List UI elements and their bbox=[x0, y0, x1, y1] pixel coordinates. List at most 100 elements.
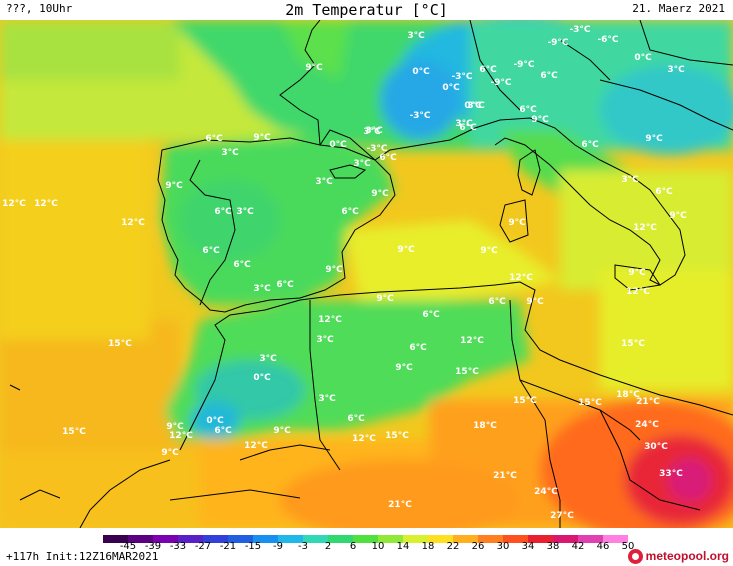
temperature-label: 3°C bbox=[259, 354, 277, 364]
scale-tick-label: 10 bbox=[371, 541, 385, 552]
scale-tick-label: 2 bbox=[324, 541, 332, 552]
temperature-label: 0°C bbox=[206, 416, 224, 426]
temperature-label: 9°C bbox=[376, 294, 394, 304]
temperature-label: -3°C bbox=[366, 144, 387, 154]
scale-swatch bbox=[453, 535, 479, 543]
temperature-label: 12°C bbox=[460, 336, 484, 346]
temperature-label: 6°C bbox=[205, 134, 223, 144]
temperature-label: 15°C bbox=[108, 339, 132, 349]
scale-swatch bbox=[303, 535, 329, 543]
temperature-label: 9°C bbox=[531, 115, 549, 125]
temperature-label: 9°C bbox=[165, 181, 183, 191]
temperature-label: 33°C bbox=[659, 469, 683, 479]
scale-tick-label: 26 bbox=[471, 541, 485, 552]
temperature-label: 6°C bbox=[422, 310, 440, 320]
temperature-label: 6°C bbox=[479, 65, 497, 75]
temperature-label: 3°C bbox=[315, 177, 333, 187]
color-scale-bar bbox=[103, 535, 629, 543]
temperature-label: 9°C bbox=[669, 211, 687, 221]
scale-tick-label: -45 bbox=[119, 541, 137, 552]
temperature-label: 3°C bbox=[221, 148, 239, 158]
scale-tick-label: 30 bbox=[496, 541, 510, 552]
temperature-labels: 3°C-3°C-9°C -6°C0°C3°C9°C 0°C -3°C6°C -9°C6°… bbox=[2, 25, 687, 521]
valid-date: 21. Maerz 2021 bbox=[632, 2, 725, 15]
map-title: 2m Temperatur [°C] bbox=[285, 1, 448, 19]
temperature-label: 0°C bbox=[442, 83, 460, 93]
temperature-label: 12°C bbox=[121, 218, 145, 228]
temperature-label: 6°C bbox=[214, 207, 232, 217]
scale-swatch bbox=[378, 535, 404, 543]
temperature-label: 24°C bbox=[635, 420, 659, 430]
temperature-label: -6°C bbox=[597, 35, 618, 45]
temperature-label: -9°C bbox=[547, 38, 568, 48]
temperature-label: 3°C bbox=[467, 101, 485, 111]
temperature-label: 27°C bbox=[550, 511, 574, 521]
temperature-label: 3°C bbox=[236, 207, 254, 217]
scale-tick-label: -27 bbox=[194, 541, 212, 552]
temperature-label: 12°C bbox=[626, 287, 650, 297]
scale-tick-label: -15 bbox=[244, 541, 262, 552]
temperature-label: 0°C bbox=[634, 53, 652, 63]
temperature-label: 9°C bbox=[508, 218, 526, 228]
temperature-label: 6°C bbox=[488, 297, 506, 307]
scale-tick-label: -9 bbox=[273, 541, 283, 552]
temperature-label: 3°C bbox=[455, 119, 473, 129]
scale-swatch bbox=[228, 535, 254, 543]
temperature-label: 6°C bbox=[214, 426, 232, 436]
temperature-label: 9°C bbox=[395, 363, 413, 373]
scale-swatch bbox=[553, 535, 579, 543]
scale-tick-label: 18 bbox=[421, 541, 435, 552]
temperature-label: -9°C bbox=[490, 78, 511, 88]
scale-swatch bbox=[278, 535, 304, 543]
temperature-label: 9°C bbox=[371, 189, 389, 199]
temperature-shading bbox=[0, 20, 733, 528]
temperature-label: 0°C bbox=[464, 101, 482, 111]
temperature-label: 9°C bbox=[166, 422, 184, 432]
scale-tick-label: 22 bbox=[446, 541, 460, 552]
temperature-label: 3°C bbox=[407, 31, 425, 41]
scale-tick-label: 42 bbox=[571, 541, 585, 552]
temperature-label: 6°C bbox=[379, 153, 397, 163]
temperature-label: 12°C bbox=[2, 199, 26, 209]
scale-swatch bbox=[353, 535, 379, 543]
temperature-label: 6°C bbox=[202, 246, 220, 256]
run-label: ???, 10Uhr bbox=[6, 2, 73, 15]
temperature-label: 15°C bbox=[621, 339, 645, 349]
temperature-label: 0°C bbox=[329, 140, 347, 150]
temperature-label: 15°C bbox=[385, 431, 409, 441]
temperature-label: 3°C bbox=[253, 284, 271, 294]
temperature-label: 12°C bbox=[318, 315, 342, 325]
logo-text: meteopool.org bbox=[645, 549, 729, 563]
coastlines bbox=[9, 20, 733, 528]
scale-swatch bbox=[603, 535, 629, 543]
temperature-label: 12°C bbox=[244, 441, 268, 451]
scale-swatch bbox=[578, 535, 604, 543]
temperature-label: 6°C bbox=[233, 260, 251, 270]
scale-swatch bbox=[503, 535, 529, 543]
temperature-label: 9°C bbox=[273, 426, 291, 436]
temperature-label: 6°C bbox=[581, 140, 599, 150]
scale-tick-label: 34 bbox=[521, 541, 535, 552]
color-scale bbox=[103, 530, 629, 549]
temperature-label: 30°C bbox=[644, 442, 668, 452]
scale-tick-label: 38 bbox=[546, 541, 560, 552]
temperature-label: 3°C bbox=[621, 175, 639, 185]
scale-swatch bbox=[328, 535, 354, 543]
temperature-label: 6°C bbox=[341, 207, 359, 217]
temperature-label: -3°C bbox=[409, 111, 430, 121]
scale-tick-label: 6 bbox=[349, 541, 357, 552]
temperature-label: 18°C bbox=[473, 421, 497, 431]
temperature-label: 6°C bbox=[540, 71, 558, 81]
scale-tick-label: -39 bbox=[144, 541, 162, 552]
temperature-label: 15°C bbox=[455, 367, 479, 377]
scale-swatch bbox=[428, 535, 454, 543]
temperature-label: 15°C bbox=[578, 398, 602, 408]
logo: meteopool.org bbox=[627, 547, 729, 565]
scale-swatch bbox=[203, 535, 229, 543]
temperature-label: 21°C bbox=[493, 471, 517, 481]
temperature-field: 3°C-3°C-9°C -6°C0°C3°C9°C 0°C -3°C6°C -9°C6°… bbox=[0, 20, 733, 528]
temperature-label: 12°C bbox=[352, 434, 376, 444]
temperature-label: 9°C bbox=[526, 297, 544, 307]
temperature-label: 21°C bbox=[388, 500, 412, 510]
temperature-label: 3°C bbox=[316, 335, 334, 345]
